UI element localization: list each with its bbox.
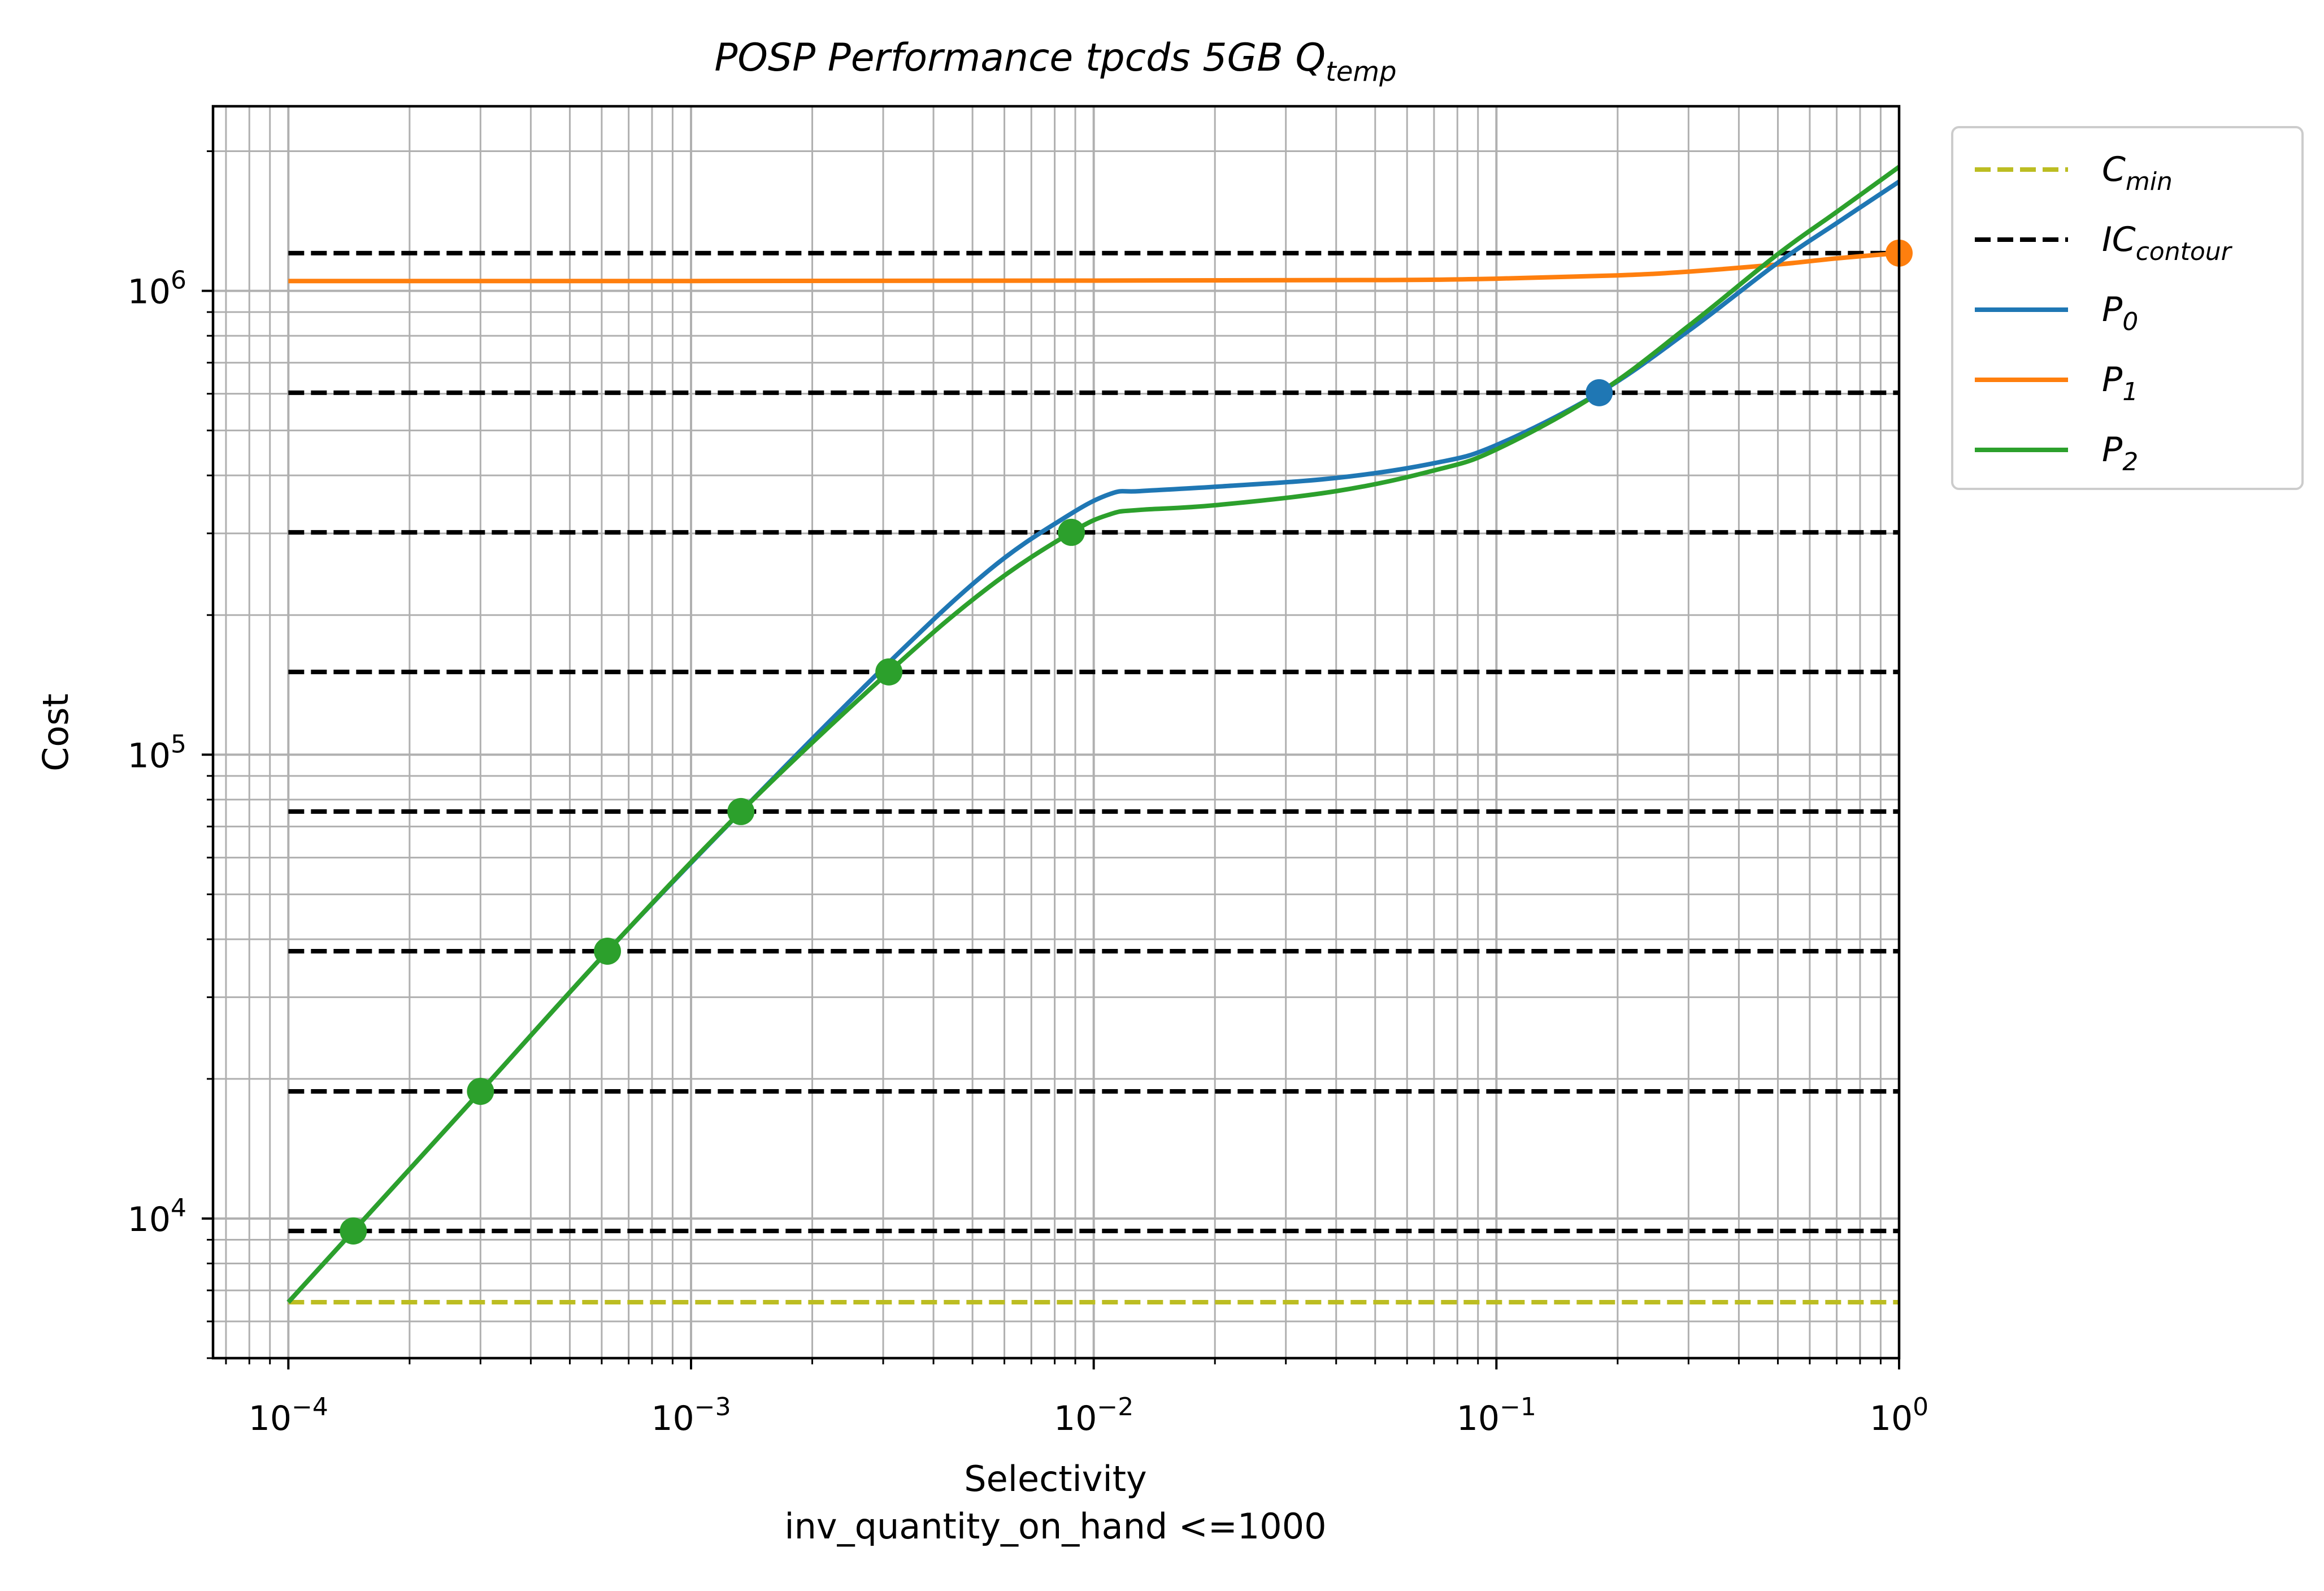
x-tick-label: 10−2 — [1054, 1393, 1133, 1438]
marker-p0 — [1585, 379, 1613, 406]
x-axis-label: Selectivity — [964, 1458, 1146, 1499]
x-tick-label: 10−1 — [1457, 1393, 1536, 1438]
chart-title: POSP Performance tpcds 5GB Qtemp — [714, 36, 1396, 88]
marker-p2 — [1058, 518, 1085, 546]
series-lines — [286, 165, 1901, 1304]
marker-p2 — [467, 1077, 494, 1105]
marker-p2 — [875, 658, 903, 686]
y-tick-label: 104 — [128, 1194, 186, 1239]
legend: Cmin ICcontour P0 P1 P2 — [1951, 126, 2304, 490]
series-p2-line — [286, 165, 1901, 1304]
legend-box — [1951, 126, 2304, 490]
x-axis-label-line2: inv_quantity_on_hand <=1000 — [784, 1506, 1326, 1547]
x-axis-ticks: 10−4 10−3 10−2 10−1 100 — [225, 1358, 1928, 1438]
x-tick-label: 10−3 — [651, 1393, 731, 1438]
legend-label-p-0: P0 — [2102, 290, 2138, 336]
series-p1-line — [288, 250, 1900, 284]
y-tick-label: 105 — [128, 730, 186, 775]
grid-lines — [213, 106, 1900, 1359]
y-axis-label: Cost — [35, 693, 76, 771]
marker-p2 — [727, 797, 755, 825]
legend-entries: Cmin ICcontour P0 P1 P2 — [1975, 150, 2233, 476]
reference-lines — [288, 250, 1899, 1305]
legend-label-ic-contour: ICcontour — [2102, 220, 2233, 266]
x-tick-label: 100 — [1870, 1393, 1928, 1438]
y-tick-label: 106 — [128, 266, 186, 312]
legend-label-p-1: P1 — [2102, 360, 2138, 406]
y-axis-ticks: 104 105 106 — [128, 150, 213, 1359]
legend-label-c-min: Cmin — [2102, 150, 2173, 196]
x-tick-label: 10−4 — [249, 1393, 328, 1438]
plot-frame — [211, 105, 1901, 1360]
legend-label-p-2: P2 — [2102, 430, 2138, 476]
marker-p2 — [594, 937, 622, 965]
marker-p2 — [340, 1217, 367, 1245]
